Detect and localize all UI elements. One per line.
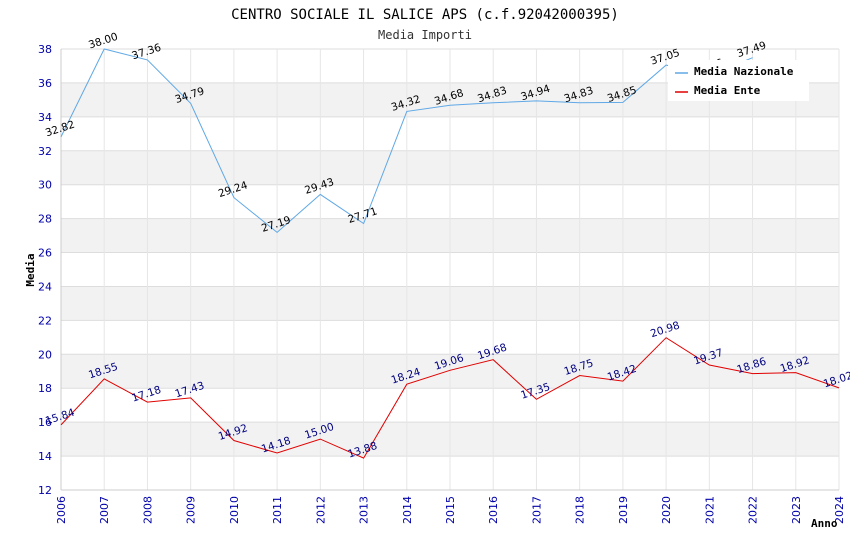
y-tick-label: 16 — [38, 416, 52, 429]
x-tick-label: 2023 — [790, 496, 803, 524]
x-tick-label: 2015 — [444, 496, 457, 524]
series-lines — [60, 48, 840, 459]
y-axis-label: Media — [24, 253, 37, 286]
legend: Media Nazionale Media Ente — [668, 60, 809, 101]
chart-subtitle: Media Importi — [378, 28, 472, 42]
y-tick-label: 22 — [38, 314, 52, 327]
y-tick-label: 26 — [38, 247, 52, 260]
series-line-0 — [60, 48, 753, 234]
x-tick-label: 2012 — [314, 496, 327, 524]
chart-title: CENTRO SOCIALE IL SALICE APS (c.f.920420… — [231, 7, 619, 23]
x-tick-label: 2008 — [141, 496, 154, 524]
legend-label-ente: Media Ente — [694, 84, 761, 97]
y-tick-label: 30 — [38, 179, 52, 192]
x-tick-label: 2011 — [271, 496, 284, 524]
x-tick-label: 2020 — [660, 496, 673, 524]
x-tick-label: 2019 — [617, 496, 630, 524]
x-tick-label: 2018 — [574, 496, 587, 524]
x-tick-label: 2010 — [228, 496, 241, 524]
x-tick-label: 2013 — [358, 496, 371, 524]
y-tick-label: 20 — [38, 348, 52, 361]
y-tick-label: 18 — [38, 382, 52, 395]
x-tick-label: 2014 — [401, 496, 414, 524]
grid-lines — [60, 48, 840, 491]
x-tick-label: 2024 — [833, 496, 846, 524]
x-tick-label: 2021 — [703, 496, 716, 524]
x-tick-label: 2017 — [530, 496, 543, 524]
legend-label-nazionale: Media Nazionale — [694, 65, 794, 78]
x-axis-ticks: 2006 2007 2008 2009 2010 2011 2012 2013 2014 2015… — [55, 496, 846, 524]
x-tick-label: 2022 — [747, 496, 760, 524]
x-tick-label: 2006 — [55, 496, 68, 524]
y-tick-label: 28 — [38, 213, 52, 226]
y-tick-label: 12 — [38, 484, 52, 497]
x-tick-label: 2016 — [487, 496, 500, 524]
y-tick-label: 14 — [38, 450, 52, 463]
y-tick-label: 34 — [38, 111, 52, 124]
y-axis-ticks: 12 14 16 18 20 22 24 26 28 30 32 34 36 38 — [38, 43, 52, 497]
data-label: 38.00 — [87, 31, 119, 52]
x-tick-label: 2009 — [185, 496, 198, 524]
y-tick-label: 32 — [38, 145, 52, 158]
series-line-1 — [60, 337, 840, 459]
x-tick-label: 2007 — [98, 496, 111, 524]
legend-box — [668, 60, 809, 101]
x-axis-label: Anno — [811, 517, 838, 530]
y-tick-label: 38 — [38, 43, 52, 56]
y-tick-label: 24 — [38, 280, 52, 293]
y-tick-label: 36 — [38, 77, 52, 90]
